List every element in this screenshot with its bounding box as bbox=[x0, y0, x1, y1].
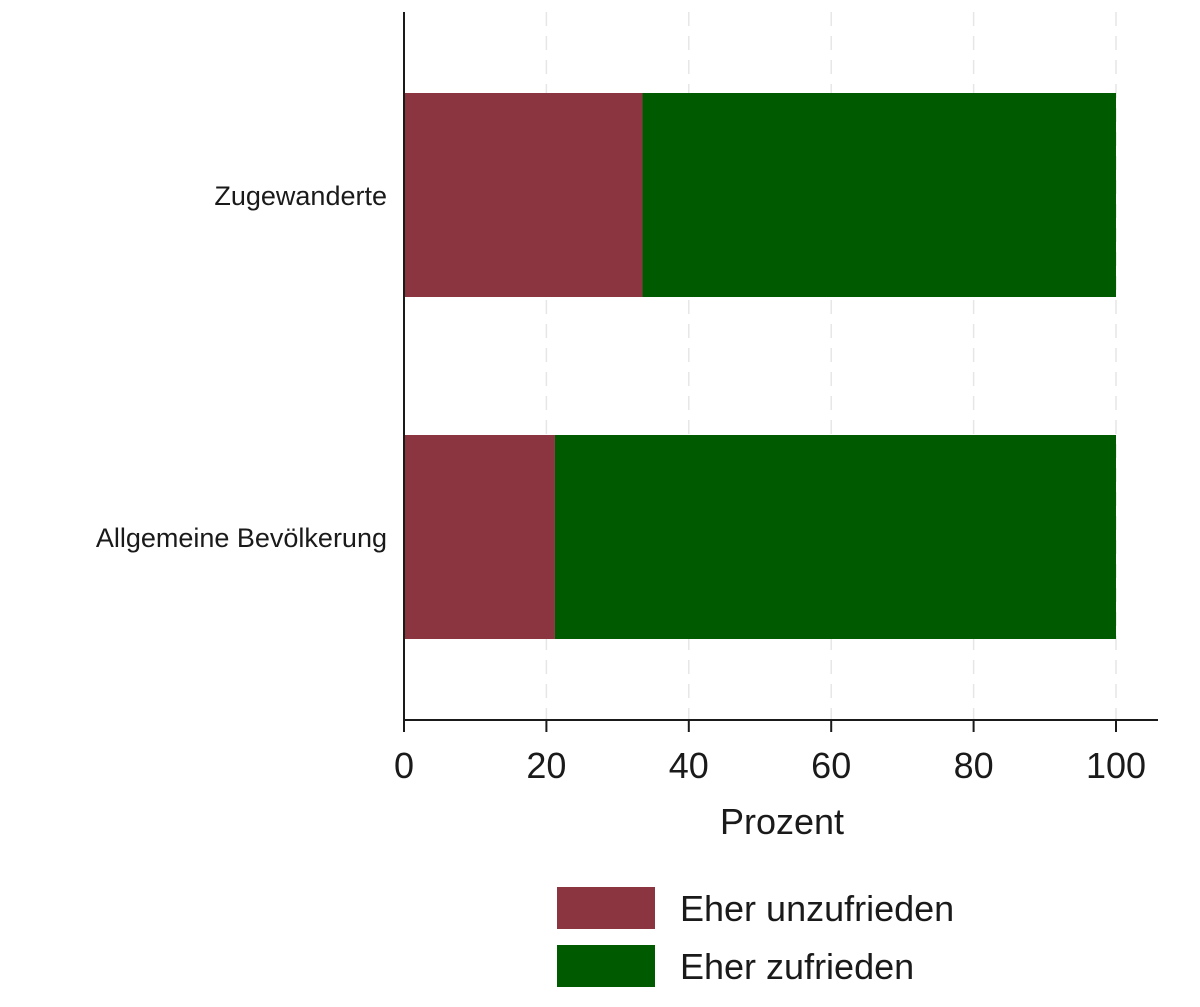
axes bbox=[403, 12, 1158, 721]
x-tick-label: 60 bbox=[811, 745, 851, 786]
bar-1-series-1 bbox=[554, 435, 1116, 639]
legend: Eher unzufrieden Eher zufrieden bbox=[557, 887, 954, 987]
bar-0-series-1 bbox=[642, 93, 1116, 297]
legend-label: Eher zufrieden bbox=[680, 946, 914, 987]
x-ticks: 0 20 40 60 80 100 bbox=[394, 720, 1146, 786]
legend-swatch-1 bbox=[557, 945, 655, 987]
x-tick-label: 80 bbox=[954, 745, 994, 786]
x-tick-label: 100 bbox=[1086, 745, 1146, 786]
bar-0-series-0 bbox=[404, 93, 643, 297]
x-tick-label: 0 bbox=[394, 745, 414, 786]
bar-1-series-0 bbox=[404, 435, 555, 639]
bars bbox=[404, 93, 1116, 639]
x-tick-label: 20 bbox=[526, 745, 566, 786]
x-axis-title: Prozent bbox=[720, 801, 844, 842]
category-label: Allgemeine Bevölkerung bbox=[96, 523, 387, 553]
category-labels: Zugewanderte Allgemeine Bevölkerung bbox=[96, 181, 387, 553]
x-tick-label: 40 bbox=[669, 745, 709, 786]
category-label: Zugewanderte bbox=[214, 181, 387, 211]
legend-label: Eher unzufrieden bbox=[680, 888, 954, 929]
legend-swatch-0 bbox=[557, 887, 655, 929]
